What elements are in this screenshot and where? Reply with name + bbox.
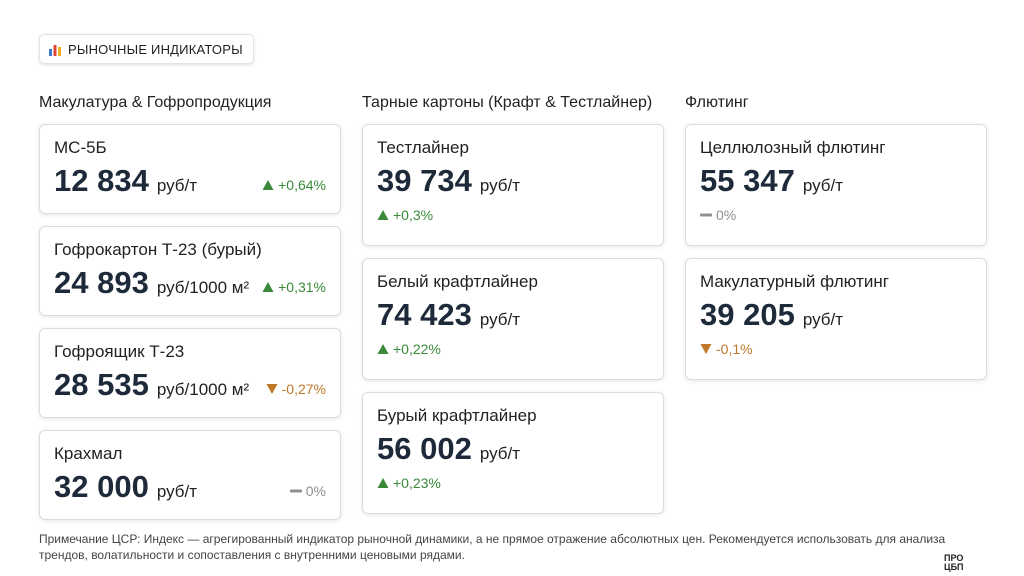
indicator-name: Бурый крафтлайнер bbox=[377, 406, 537, 425]
indicator-card: Крахмал 32 000 руб/т 0% bbox=[39, 430, 341, 520]
indicator-name: Белый крафтлайнер bbox=[377, 272, 538, 291]
column-title: Флютинг bbox=[685, 94, 749, 111]
indicator-name: Гофрокартон Т-23 (бурый) bbox=[54, 240, 262, 259]
indicator-name: Крахмал bbox=[54, 444, 123, 463]
change-icon bbox=[377, 344, 389, 354]
indicator-card: Целлюлозный флютинг 55 347 руб/т 0% bbox=[685, 124, 987, 246]
value-row: 39 734 руб/т bbox=[377, 163, 649, 199]
column: Флютинг Целлюлозный флютинг 55 347 руб/т 0% М… bbox=[685, 92, 987, 532]
indicator-unit: руб/т bbox=[479, 310, 521, 329]
indicator-card: Тестлайнер 39 734 руб/т +0,3% bbox=[362, 124, 664, 246]
header-badge: РЫНОЧНЫЕ ИНДИКАТОРЫ bbox=[39, 34, 254, 64]
value-row: 24 893 руб/1000 м² +0,31% bbox=[54, 265, 326, 301]
indicator-unit: руб/1000 м² bbox=[156, 278, 250, 297]
indicator-change: +0,3% bbox=[377, 207, 649, 223]
indicator-unit: руб/т bbox=[802, 176, 844, 195]
change-text: 0% bbox=[716, 207, 737, 223]
indicator-name: Тестлайнер bbox=[377, 138, 469, 157]
chart-icon bbox=[49, 45, 61, 56]
change-text: +0,31% bbox=[278, 279, 326, 295]
change-text: -0,27% bbox=[281, 381, 326, 397]
value-row: 32 000 руб/т 0% bbox=[54, 469, 326, 505]
change-icon bbox=[700, 213, 712, 217]
indicator-change: 0% bbox=[289, 483, 326, 499]
indicator-value: 28 535 bbox=[54, 367, 149, 402]
indicator-change: +0,31% bbox=[262, 279, 326, 295]
indicator-card: Белый крафтлайнер 74 423 руб/т +0,22% bbox=[362, 258, 664, 380]
indicator-change: -0,1% bbox=[700, 341, 972, 357]
column-title: Макулатура & Гофропродукция bbox=[39, 94, 272, 111]
change-text: 0% bbox=[305, 483, 326, 499]
logo: ПРО ЦБП bbox=[944, 553, 964, 572]
indicator-value: 55 347 bbox=[700, 163, 795, 198]
indicator-card: МС-5Б 12 834 руб/т +0,64% bbox=[39, 124, 341, 214]
change-icon bbox=[262, 180, 274, 190]
value-row: 56 002 руб/т bbox=[377, 431, 649, 467]
column: Тарные картоны (Крафт & Тестлайнер) Тестл… bbox=[362, 92, 664, 532]
indicator-name: Целлюлозный флютинг bbox=[700, 138, 886, 157]
indicator-card: Бурый крафтлайнер 56 002 руб/т +0,23% bbox=[362, 392, 664, 514]
change-icon bbox=[289, 489, 302, 493]
indicator-change: +0,23% bbox=[377, 475, 649, 491]
indicator-name: МС-5Б bbox=[54, 138, 107, 157]
indicator-value: 39 734 bbox=[377, 163, 472, 198]
header-title: РЫНОЧНЫЕ ИНДИКАТОРЫ bbox=[68, 41, 243, 57]
indicator-change: -0,27% bbox=[266, 381, 326, 397]
note: Примечание ЦСР: Индекс — агрегированный … bbox=[39, 532, 946, 562]
indicator-unit: руб/т bbox=[156, 176, 198, 195]
indicator-change: +0,22% bbox=[377, 341, 649, 357]
value-row: 12 834 руб/т +0,64% bbox=[54, 163, 326, 199]
indicator-card: Макулатурный флютинг 39 205 руб/т -0,1% bbox=[685, 258, 987, 380]
indicator-value: 39 205 bbox=[700, 297, 795, 332]
indicator-value: 32 000 bbox=[54, 469, 149, 504]
change-text: +0,64% bbox=[278, 177, 326, 193]
indicator-value: 24 893 bbox=[54, 265, 149, 300]
indicator-value: 56 002 bbox=[377, 431, 472, 466]
indicator-unit: руб/т bbox=[156, 482, 198, 501]
columns: Макулатура & Гофропродукция МС-5Б 12 834 ру… bbox=[39, 92, 987, 532]
change-text: +0,22% bbox=[393, 341, 441, 357]
indicator-name: Макулатурный флютинг bbox=[700, 272, 889, 291]
indicator-value: 74 423 bbox=[377, 297, 472, 332]
indicator-change: 0% bbox=[700, 207, 972, 223]
change-icon bbox=[377, 478, 389, 488]
value-row: 74 423 руб/т bbox=[377, 297, 649, 333]
indicator-value: 12 834 bbox=[54, 163, 149, 198]
indicator-card: Гофрокартон Т-23 (бурый) 24 893 руб/1000 м… bbox=[39, 226, 341, 316]
change-icon bbox=[266, 384, 278, 394]
change-text: +0,23% bbox=[393, 475, 441, 491]
column-title: Тарные картоны (Крафт & Тестлайнер) bbox=[362, 94, 653, 111]
value-row: 28 535 руб/1000 м² -0,27% bbox=[54, 367, 326, 403]
indicator-unit: руб/т bbox=[479, 176, 521, 195]
indicator-name: Гофроящик Т-23 bbox=[54, 342, 185, 361]
value-row: 55 347 руб/т bbox=[700, 163, 972, 199]
change-text: +0,3% bbox=[393, 207, 434, 223]
indicator-unit: руб/т bbox=[479, 444, 521, 463]
change-icon bbox=[700, 344, 712, 354]
change-icon bbox=[377, 210, 389, 220]
indicator-unit: руб/1000 м² bbox=[156, 380, 250, 399]
indicator-unit: руб/т bbox=[802, 310, 844, 329]
indicator-change: +0,64% bbox=[262, 177, 326, 193]
change-text: -0,1% bbox=[716, 341, 753, 357]
change-icon bbox=[262, 282, 274, 292]
value-row: 39 205 руб/т bbox=[700, 297, 972, 333]
indicator-card: Гофроящик Т-23 28 535 руб/1000 м² -0,27% bbox=[39, 328, 341, 418]
column: Макулатура & Гофропродукция МС-5Б 12 834 ру… bbox=[39, 92, 341, 532]
